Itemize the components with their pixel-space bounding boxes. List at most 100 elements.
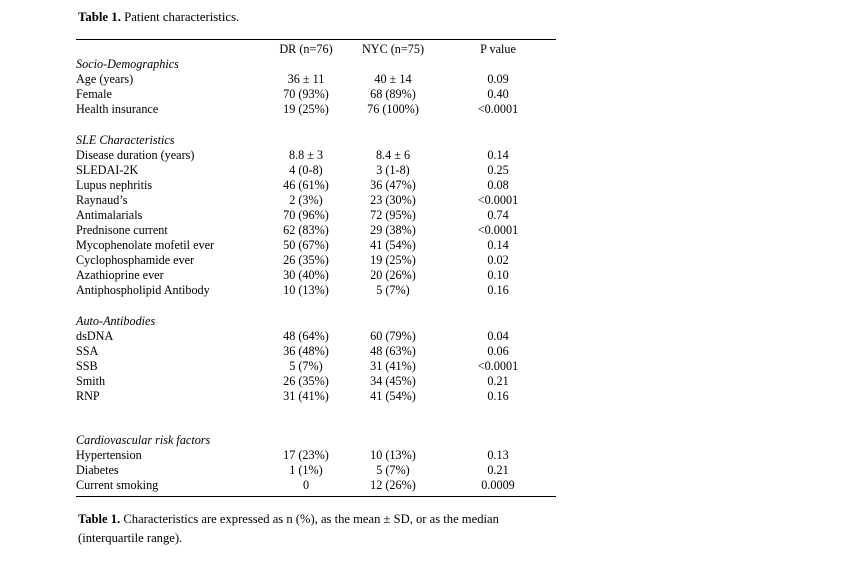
dr-value: 31 (41%) xyxy=(283,389,329,403)
dr-value: 48 (64%) xyxy=(283,329,329,343)
dr-value: 36 ± 11 xyxy=(287,72,325,86)
p-value: <0.0001 xyxy=(477,359,519,373)
nyc-value: 23 (30%) xyxy=(370,193,416,207)
table-body: Socio-Demographics Age (years) 36 ± 11 40 ±… xyxy=(76,57,556,493)
p-value: 0.13 xyxy=(487,448,509,462)
table-row: Cyclophosphamide ever 26 (35%) 19 (25%) 0.0… xyxy=(76,253,556,268)
section-label: SLE Characteristics xyxy=(76,133,175,147)
row-label: Azathioprine ever xyxy=(76,268,164,282)
nyc-value: 8.4 ± 6 xyxy=(375,148,411,162)
dr-value: 5 (7%) xyxy=(289,359,323,373)
p-value: 0.21 xyxy=(487,463,509,477)
row-label: Smith xyxy=(76,374,106,388)
row-label: SSB xyxy=(76,359,98,373)
nyc-value: 29 (38%) xyxy=(370,223,416,237)
nyc-value: 40 ± 14 xyxy=(374,72,412,86)
p-value: 0.09 xyxy=(487,72,509,86)
row-label: Antiphospholipid Antibody xyxy=(76,283,210,297)
table-row: Disease duration (years) 8.8 ± 3 8.4 ± 6 0.… xyxy=(76,148,556,163)
row-label: Cyclophosphamide ever xyxy=(76,253,195,267)
nyc-value: 41 (54%) xyxy=(370,238,416,252)
table-row: Current smoking 0 12 (26%) 0.0009 xyxy=(76,478,556,493)
p-value: 0.10 xyxy=(487,268,509,282)
table-title: Table 1. Patient characteristics. xyxy=(78,10,558,25)
nyc-value: 36 (47%) xyxy=(370,178,416,192)
row-label: Age (years) xyxy=(76,72,134,86)
row-label: Health insurance xyxy=(76,102,159,116)
p-value: 0.16 xyxy=(487,389,509,403)
dr-value: 2 (3%) xyxy=(289,193,323,207)
table-row: SSB 5 (7%) 31 (41%) <0.0001 xyxy=(76,359,556,374)
table-row: Lupus nephritis 46 (61%) 36 (47%) 0.08 xyxy=(76,178,556,193)
dr-value: 4 (0-8) xyxy=(289,163,323,177)
dr-value: 8.8 ± 3 xyxy=(288,148,324,162)
nyc-value: 5 (7%) xyxy=(376,283,410,297)
dr-value: 36 (48%) xyxy=(283,344,329,358)
nyc-value: 31 (41%) xyxy=(370,359,416,373)
table-row: Smith 26 (35%) 34 (45%) 0.21 xyxy=(76,374,556,389)
dr-value: 10 (13%) xyxy=(283,283,329,297)
nyc-value: 12 (26%) xyxy=(370,478,416,492)
table-row: Raynaud’s 2 (3%) 23 (30%) <0.0001 xyxy=(76,193,556,208)
table-title-text: Patient characteristics. xyxy=(120,10,240,24)
section-header-row: Cardiovascular risk factors xyxy=(76,433,556,448)
p-value: 0.74 xyxy=(487,208,509,222)
table-row: Age (years) 36 ± 11 40 ± 14 0.09 xyxy=(76,72,556,87)
table-row: SSA 36 (48%) 48 (63%) 0.06 xyxy=(76,344,556,359)
row-label: Mycophenolate mofetil ever xyxy=(76,238,215,252)
nyc-value: 10 (13%) xyxy=(370,448,416,462)
row-label: Prednisone current xyxy=(76,223,168,237)
nyc-value: 20 (26%) xyxy=(370,268,416,282)
table-row: Diabetes 1 (1%) 5 (7%) 0.21 xyxy=(76,463,556,478)
row-label: Antimalarials xyxy=(76,208,143,222)
row-label: RNP xyxy=(76,389,100,403)
patient-characteristics-table: DR (n=76) NYC (n=75) P value Socio-Demog… xyxy=(76,39,556,497)
table-row: Antimalarials 70 (96%) 72 (95%) 0.74 xyxy=(76,208,556,223)
nyc-value: 68 (89%) xyxy=(370,87,416,101)
table-row: RNP 31 (41%) 41 (54%) 0.16 xyxy=(76,389,556,404)
header-dr-column: DR (n=76) xyxy=(279,42,333,56)
p-value: <0.0001 xyxy=(477,102,519,116)
nyc-value: 34 (45%) xyxy=(370,374,416,388)
row-label: Female xyxy=(76,87,112,101)
dr-value: 19 (25%) xyxy=(283,102,329,116)
table-row: Health insurance 19 (25%) 76 (100%) <0.0001 xyxy=(76,102,556,117)
table-header-row: DR (n=76) NYC (n=75) P value xyxy=(76,42,556,57)
p-value: <0.0001 xyxy=(477,193,519,207)
table-row: Antiphospholipid Antibody 10 (13%) 5 (7%) 0… xyxy=(76,283,556,298)
p-value: 0.40 xyxy=(487,87,509,101)
row-label: Hypertension xyxy=(76,448,142,462)
footnote-text: Characteristics are expressed as n (%), … xyxy=(78,512,499,545)
table-title-number: Table 1. xyxy=(78,10,121,24)
row-label: Current smoking xyxy=(76,478,159,492)
p-value: 0.14 xyxy=(487,238,509,252)
dr-value: 1 (1%) xyxy=(289,463,323,477)
row-label: SSA xyxy=(76,344,99,358)
row-label: Lupus nephritis xyxy=(76,178,153,192)
dr-value: 17 (23%) xyxy=(283,448,329,462)
row-label: SLEDAI-2K xyxy=(76,163,139,177)
dr-value: 30 (40%) xyxy=(283,268,329,282)
p-value: 0.0009 xyxy=(481,478,515,492)
nyc-value: 19 (25%) xyxy=(370,253,416,267)
header-pvalue-column: P value xyxy=(480,42,516,56)
dr-value: 0 xyxy=(302,478,310,492)
nyc-value: 41 (54%) xyxy=(370,389,416,403)
section-label: Auto-Antibodies xyxy=(76,314,156,328)
row-label: Diabetes xyxy=(76,463,119,477)
section-header-row: Socio-Demographics xyxy=(76,57,556,72)
p-value: 0.16 xyxy=(487,283,509,297)
dr-value: 26 (35%) xyxy=(283,374,329,388)
dr-value: 70 (93%) xyxy=(283,87,329,101)
nyc-value: 76 (100%) xyxy=(367,102,419,116)
p-value: <0.0001 xyxy=(477,223,519,237)
section-label: Cardiovascular risk factors xyxy=(76,433,211,447)
table-row: Mycophenolate mofetil ever 50 (67%) 41 (54… xyxy=(76,238,556,253)
header-nyc-column: NYC (n=75) xyxy=(361,42,425,56)
dr-value: 50 (67%) xyxy=(283,238,329,252)
dr-value: 62 (83%) xyxy=(283,223,329,237)
nyc-value: 48 (63%) xyxy=(370,344,416,358)
section-header-row: SLE Characteristics xyxy=(76,133,556,148)
document-page: Table 1. Patient characteristics. DR (n=… xyxy=(76,10,558,548)
dr-value: 26 (35%) xyxy=(283,253,329,267)
